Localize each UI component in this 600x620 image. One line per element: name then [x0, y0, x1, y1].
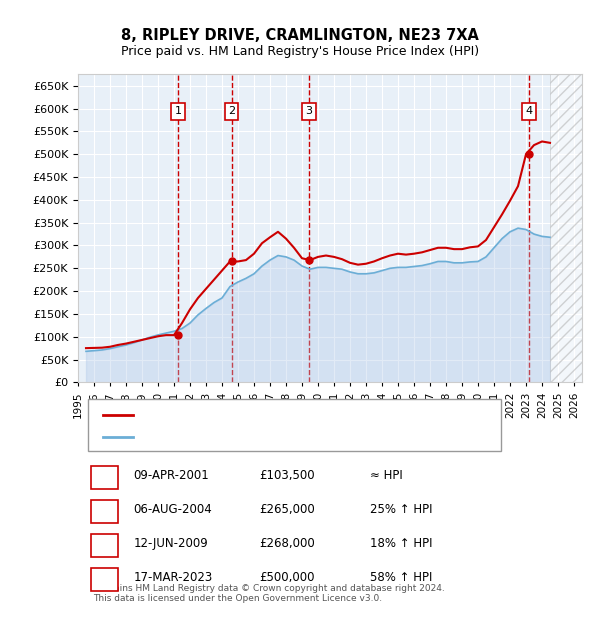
Text: 8, RIPLEY DRIVE, CRAMLINGTON, NE23 7XA (detached house): 8, RIPLEY DRIVE, CRAMLINGTON, NE23 7XA (… — [143, 410, 463, 420]
Text: Price paid vs. HM Land Registry's House Price Index (HPI): Price paid vs. HM Land Registry's House … — [121, 45, 479, 58]
Text: £268,000: £268,000 — [259, 538, 315, 551]
Text: 4: 4 — [101, 573, 108, 583]
Text: 2: 2 — [228, 107, 235, 117]
Text: £500,000: £500,000 — [259, 572, 315, 585]
FancyBboxPatch shape — [91, 534, 118, 557]
Text: HPI: Average price, detached house, Northumberland: HPI: Average price, detached house, Nort… — [143, 432, 422, 442]
Text: 2: 2 — [101, 505, 108, 515]
Text: 09-APR-2001: 09-APR-2001 — [133, 469, 209, 482]
FancyBboxPatch shape — [88, 399, 502, 451]
Text: 25% ↑ HPI: 25% ↑ HPI — [370, 503, 433, 516]
Text: 06-AUG-2004: 06-AUG-2004 — [133, 503, 212, 516]
Text: 4: 4 — [526, 107, 533, 117]
FancyBboxPatch shape — [91, 500, 118, 523]
Text: Contains HM Land Registry data © Crown copyright and database right 2024.
This d: Contains HM Land Registry data © Crown c… — [93, 584, 445, 603]
Text: 58% ↑ HPI: 58% ↑ HPI — [370, 572, 433, 585]
Text: ≈ HPI: ≈ HPI — [370, 469, 403, 482]
FancyBboxPatch shape — [91, 466, 118, 489]
Text: 3: 3 — [101, 539, 108, 549]
Text: 12-JUN-2009: 12-JUN-2009 — [133, 538, 208, 551]
Text: 1: 1 — [175, 107, 182, 117]
Text: £265,000: £265,000 — [259, 503, 315, 516]
Text: 3: 3 — [305, 107, 313, 117]
Text: 18% ↑ HPI: 18% ↑ HPI — [370, 538, 433, 551]
Text: £103,500: £103,500 — [259, 469, 315, 482]
FancyBboxPatch shape — [91, 568, 118, 591]
Text: 17-MAR-2023: 17-MAR-2023 — [133, 572, 212, 585]
Text: 1: 1 — [101, 471, 108, 480]
Text: 8, RIPLEY DRIVE, CRAMLINGTON, NE23 7XA: 8, RIPLEY DRIVE, CRAMLINGTON, NE23 7XA — [121, 28, 479, 43]
